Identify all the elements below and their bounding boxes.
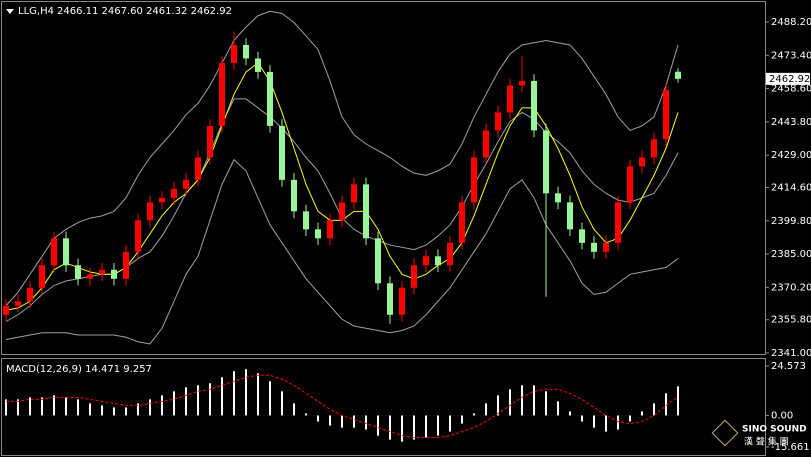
candle-body [207, 125, 213, 158]
candle-body [159, 197, 165, 203]
overlay-line [5, 158, 679, 345]
candle-body [195, 157, 201, 180]
candle-body [51, 238, 57, 266]
candle-body [255, 58, 261, 72]
candle-body [507, 85, 513, 113]
candle-body [99, 269, 105, 275]
candle-body [231, 44, 237, 63]
candle-body [147, 202, 153, 221]
y-tick-label: 2443.80 [771, 117, 811, 128]
candle-body [423, 256, 429, 266]
logo: SINO SOUND 漢 聲 集 團 [711, 419, 807, 448]
macd-title: MACD(12,26,9) 14.471 9.257 [6, 364, 152, 375]
candle-body [123, 251, 129, 279]
candle-body [243, 44, 249, 59]
candle-body [63, 238, 69, 266]
logo-sub: 漢 聲 集 團 [744, 436, 789, 448]
y-tick-label: -15.661 [771, 442, 810, 453]
candle-body [303, 211, 309, 230]
y-tick-label: 2414.60 [771, 183, 811, 194]
y-tick-label: 2385.00 [771, 249, 811, 260]
candle-body [615, 202, 621, 243]
candle-body [75, 265, 81, 279]
candle-body [3, 305, 9, 315]
candle-body [375, 238, 381, 284]
candle-body [399, 287, 405, 315]
last-price-box [766, 72, 810, 85]
logo-name: SINO SOUND [742, 425, 807, 435]
candle-body [567, 202, 573, 230]
y-tick-label: 2370.20 [771, 282, 811, 293]
candle-body [279, 125, 285, 180]
candle-body [15, 301, 21, 306]
candle-body [135, 220, 141, 252]
y-tick-label: 2429.00 [771, 150, 811, 161]
candle-body [183, 179, 189, 189]
y-tick-label: 2355.80 [771, 315, 811, 326]
candle-body [387, 283, 393, 315]
candle-body [603, 242, 609, 252]
candle-body [543, 130, 549, 194]
candle-body [219, 62, 225, 126]
candle-body [591, 242, 597, 252]
candle-body [339, 202, 345, 221]
candle-body [519, 80, 525, 86]
candle-body [27, 287, 33, 302]
candle-body [411, 265, 417, 288]
price-panel-frame [1, 1, 766, 355]
candle-body [435, 256, 441, 266]
candle-body [171, 188, 177, 198]
candle-body [351, 184, 357, 203]
candle-body [555, 193, 561, 203]
candle-body [483, 130, 489, 158]
candle-body [267, 71, 273, 126]
candle-body [627, 166, 633, 203]
y-tick-label: 2458.60 [771, 84, 811, 95]
candle-body [447, 242, 453, 266]
y-tick-label: 24.573 [771, 361, 806, 372]
macd-panel-frame [1, 358, 766, 456]
last-price-label: 2462.92 [769, 74, 810, 85]
candle-body [495, 112, 501, 131]
candle-body [87, 274, 93, 279]
chart-title: LLG,H4 [18, 6, 54, 17]
y-tick-label: 2399.80 [771, 216, 811, 227]
candle-body [363, 184, 369, 239]
logo-icon [711, 419, 739, 447]
menu-arrow [6, 9, 14, 14]
candle-body [459, 202, 465, 243]
y-tick-label: 2488.20 [771, 17, 811, 28]
y-tick-label: 0.00 [771, 410, 793, 421]
chart-subtitle: 2466.11 2467.60 2461.32 2462.92 [57, 6, 232, 17]
candle-body [471, 157, 477, 203]
candle-body [639, 157, 645, 167]
y-tick-label: 2473.40 [771, 50, 811, 61]
candle-body [327, 220, 333, 239]
signal-line [6, 374, 679, 439]
candle-body [291, 179, 297, 212]
candle-body [579, 229, 585, 243]
overlay-line [5, 10, 679, 307]
y-tick-label: 2341.00 [771, 348, 811, 359]
candle-body [675, 71, 681, 79]
candle-body [531, 80, 537, 131]
candle-body [663, 89, 669, 140]
candle-body [111, 269, 117, 279]
candle-body [651, 139, 657, 158]
candle-body [39, 265, 45, 288]
candle-body [315, 229, 321, 239]
